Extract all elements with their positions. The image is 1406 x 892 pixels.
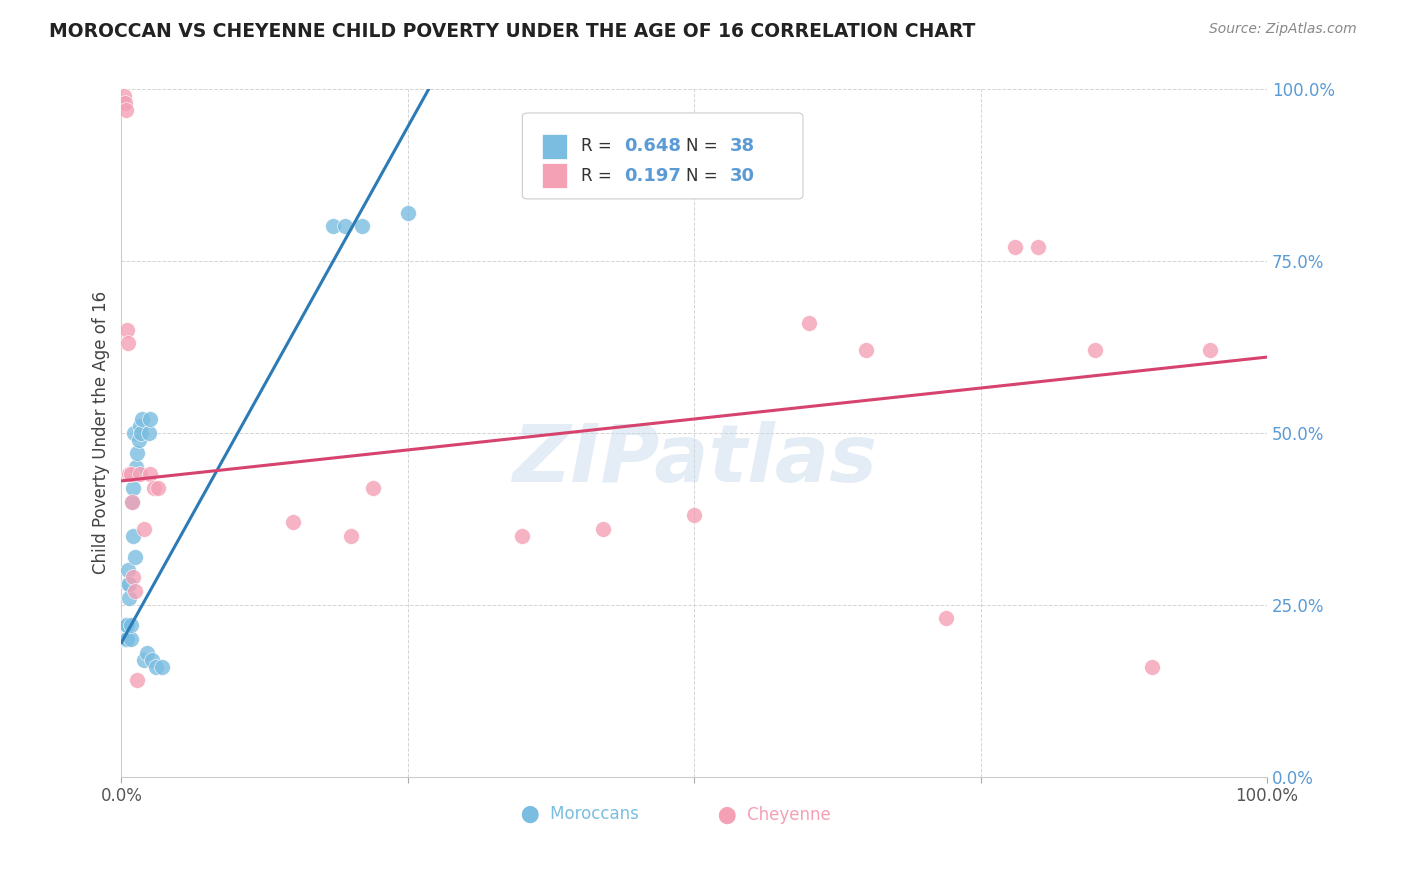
Point xyxy=(120,618,142,632)
Point xyxy=(121,494,143,508)
Point xyxy=(115,632,138,646)
FancyBboxPatch shape xyxy=(541,163,567,188)
Point xyxy=(322,219,344,234)
Point xyxy=(112,632,135,646)
Point xyxy=(112,618,135,632)
Point xyxy=(150,659,173,673)
Text: ZIPatlas: ZIPatlas xyxy=(512,421,877,500)
Point xyxy=(145,659,167,673)
Point xyxy=(592,522,614,536)
Point xyxy=(115,618,138,632)
Point xyxy=(683,508,706,523)
Text: 30: 30 xyxy=(730,167,755,185)
Point xyxy=(333,219,356,234)
Point xyxy=(128,418,150,433)
Point xyxy=(115,632,138,646)
Point xyxy=(128,467,150,481)
Point xyxy=(146,481,169,495)
Point xyxy=(1142,659,1164,673)
Point xyxy=(1084,343,1107,358)
Text: R =: R = xyxy=(581,167,621,185)
Point xyxy=(120,632,142,646)
Text: 38: 38 xyxy=(730,137,755,155)
Point xyxy=(115,103,138,117)
Y-axis label: Child Poverty Under the Age of 16: Child Poverty Under the Age of 16 xyxy=(93,291,110,574)
Point xyxy=(797,316,820,330)
Point xyxy=(117,563,139,577)
Text: Source: ZipAtlas.com: Source: ZipAtlas.com xyxy=(1209,22,1357,37)
Point xyxy=(135,646,157,660)
Point xyxy=(120,467,142,481)
Point xyxy=(139,412,162,426)
Point xyxy=(134,653,156,667)
Point xyxy=(115,618,138,632)
FancyBboxPatch shape xyxy=(523,113,803,199)
Point xyxy=(1026,240,1049,254)
Point xyxy=(129,425,152,440)
Point xyxy=(138,425,160,440)
Point xyxy=(117,336,139,351)
Point xyxy=(131,412,153,426)
Point xyxy=(124,549,146,564)
Point xyxy=(118,591,141,605)
Point xyxy=(118,467,141,481)
Point xyxy=(125,460,148,475)
Point xyxy=(142,481,165,495)
Point xyxy=(512,529,534,543)
Point xyxy=(396,205,419,219)
Point xyxy=(127,673,149,688)
Point xyxy=(114,95,136,110)
Text: MOROCCAN VS CHEYENNE CHILD POVERTY UNDER THE AGE OF 16 CORRELATION CHART: MOROCCAN VS CHEYENNE CHILD POVERTY UNDER… xyxy=(49,22,976,41)
Point xyxy=(114,632,136,646)
Point xyxy=(1004,240,1026,254)
Point xyxy=(114,618,136,632)
Point xyxy=(122,425,145,440)
Point xyxy=(127,446,149,460)
Point xyxy=(350,219,373,234)
Point xyxy=(339,529,361,543)
Point xyxy=(935,611,957,625)
Point xyxy=(115,322,138,336)
FancyBboxPatch shape xyxy=(541,134,567,159)
Point xyxy=(117,577,139,591)
Point xyxy=(139,467,162,481)
Point xyxy=(122,481,145,495)
Point xyxy=(134,522,156,536)
Point xyxy=(855,343,877,358)
Text: R =: R = xyxy=(581,137,617,155)
Point xyxy=(124,583,146,598)
Point xyxy=(1198,343,1220,358)
Point xyxy=(122,529,145,543)
Point xyxy=(363,481,385,495)
Text: 0.648: 0.648 xyxy=(624,137,682,155)
Point xyxy=(141,653,163,667)
Point xyxy=(118,577,141,591)
Text: N =: N = xyxy=(686,137,723,155)
Point xyxy=(111,618,134,632)
Point xyxy=(112,88,135,103)
Text: ⬤  Cheyenne: ⬤ Cheyenne xyxy=(718,805,831,823)
Point xyxy=(121,494,143,508)
Text: 0.197: 0.197 xyxy=(624,167,681,185)
Text: ⬤  Moroccans: ⬤ Moroccans xyxy=(520,805,638,823)
Point xyxy=(283,515,305,529)
Point xyxy=(122,570,145,584)
Point xyxy=(111,632,134,646)
Point xyxy=(128,433,150,447)
Text: N =: N = xyxy=(686,167,723,185)
